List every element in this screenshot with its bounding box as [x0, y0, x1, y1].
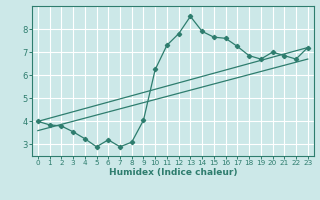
X-axis label: Humidex (Indice chaleur): Humidex (Indice chaleur): [108, 168, 237, 177]
